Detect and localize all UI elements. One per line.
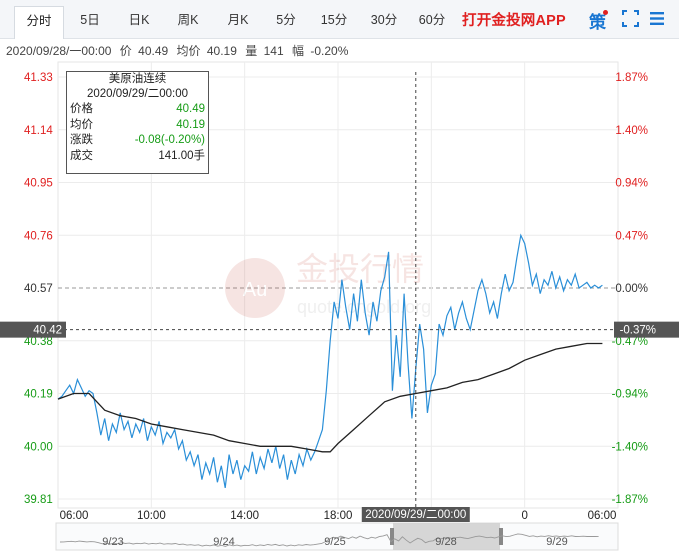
pct-tick-label: 0.00% [615,283,648,295]
y-tick-label: 40.57 [24,283,53,295]
strategy-button[interactable]: 策 [589,13,606,32]
tooltip-key: 均价 [70,118,93,131]
x-tick-label: 06:00 [60,510,89,522]
tab-weekly-k[interactable]: 周K [177,13,199,27]
tooltip-row: 涨跌 -0.08(-0.20%) [67,133,208,149]
info-chg-label: 幅 [291,44,304,58]
info-price-label: 价 [119,44,132,58]
info-chg: -0.20% [310,44,349,58]
current-pct-tag [614,321,679,338]
tooltip-value: -0.08(-0.20%) [134,134,205,146]
y-tick-label: 41.33 [24,72,53,84]
current-price-label: 40.42 [33,325,62,337]
hover-tooltip: 美原油连续 2020/09/29/二00:00 价格 40.49 均价 40.19 … [66,71,209,174]
x-axis: 06:00 10:00 14:00 18:00 2 0 06:00 2020/09/29/二0… [60,507,617,522]
pct-tick-label: -1.40% [612,441,648,453]
y-tick-label: 40.38 [24,336,53,348]
pct-tick-label: 0.47% [615,230,648,242]
x-tick-label: 10:00 [137,510,166,522]
pct-tick-label: 0.94% [615,178,648,190]
tab-15min[interactable]: 15分 [320,13,348,27]
tooltip-value: 40.49 [176,103,205,115]
tooltip-value: 141.00手 [158,149,205,162]
pct-tick-label: -0.94% [612,389,648,401]
pct-tick-label: 1.40% [615,125,648,137]
info-price: 40.49 [138,44,169,58]
tooltip-datetime: 2020/09/29/二00:00 [86,88,189,100]
y-tick-label: 40.76 [24,230,53,242]
info-vol: 141 [263,44,284,58]
x-tick-label: 0 [521,510,527,522]
navigator-handle-left [390,528,394,545]
tooltip-key: 成交 [70,149,93,162]
navigator-sparkline [59,533,599,547]
y-tick-label: 40.00 [24,441,53,453]
info-vol-label: 量 [245,44,258,58]
fullscreen-icon[interactable] [622,10,639,27]
info-datetime: 2020/09/28/一00:00 [6,44,112,58]
crosshair-time-label: 2020/09/29/二00:00 [365,509,466,521]
navigator-frame [55,522,619,551]
navigator-handle-right [499,528,503,545]
chart-series [57,233,603,489]
period-tab-bar: 分时 5日 日K 周K 月K 5分 15分 30分 60分 打开金投网APP 策 [0,0,679,39]
tab-60min[interactable]: 60分 [418,13,446,27]
tooltip-value: 40.19 [176,118,205,131]
range-navigator: 9/23 9/24 9/25 9/28 9/29 [55,522,619,551]
x-tick-label: 14:00 [230,510,259,522]
y-tick-label: 41.14 [24,125,53,137]
tooltip-row: 价格 40.49 [67,102,208,118]
open-app-link[interactable]: 打开金投网APP [462,13,566,29]
tooltip-key: 价格 [70,103,93,115]
y-tick-label: 40.95 [24,178,53,190]
watermark-url: quote.cngold.org [297,297,431,317]
tooltip-row: 成交 141.00手 [67,149,208,165]
navigator-date-label: 9/25 [324,536,345,548]
info-avg: 40.19 [206,44,237,58]
tab-5min[interactable]: 5分 [276,13,296,27]
info-avg-label: 均价 [176,44,201,58]
watermark: Au 金投行情 quote.cngold.org [225,250,431,318]
tab-monthly-k[interactable]: 月K [227,13,249,27]
tooltip-title: 美原油连续 [108,73,167,85]
x-tick-label: 2 [428,510,434,522]
price-line [57,233,603,489]
crosshair-time-tag [361,507,470,522]
tab-30min[interactable]: 30分 [370,13,398,27]
y-tick-label: 40.19 [24,389,53,401]
navigator-selection [393,523,500,550]
current-pct-label: -0.37% [620,325,656,337]
watermark-logo-text: Au [243,279,267,301]
navigator-date-label: 9/24 [213,536,234,548]
tab-intraday[interactable]: 分时 [14,6,64,39]
tooltip-row: 均价 40.19 [67,118,208,134]
navigator-date-label: 9/28 [435,536,456,548]
x-tick-label: 18:00 [324,510,353,522]
current-price-tag [0,321,66,338]
quote-info-bar: 2020/09/28/一00:00 价 40.49 均价 40.19 量 141… [6,42,348,59]
notification-dot [603,10,608,15]
pct-tick-label: -0.47% [612,336,648,348]
pct-tick-label: 1.87% [615,72,648,84]
tab-daily-k[interactable]: 日K [128,13,150,27]
tooltip-key: 涨跌 [70,134,93,146]
navigator-date-label: 9/23 [102,536,123,548]
menu-icon[interactable] [650,11,664,26]
average-price-line [57,342,603,453]
tab-5day[interactable]: 5日 [80,13,100,27]
navigator-date-label: 9/29 [546,536,567,548]
x-tick-label: 06:00 [588,510,617,522]
watermark-logo-circle [225,258,285,318]
watermark-brand: 金投行情 [296,250,424,288]
y-tick-label: 39.81 [24,494,53,506]
pct-tick-label: -1.87% [612,494,648,506]
